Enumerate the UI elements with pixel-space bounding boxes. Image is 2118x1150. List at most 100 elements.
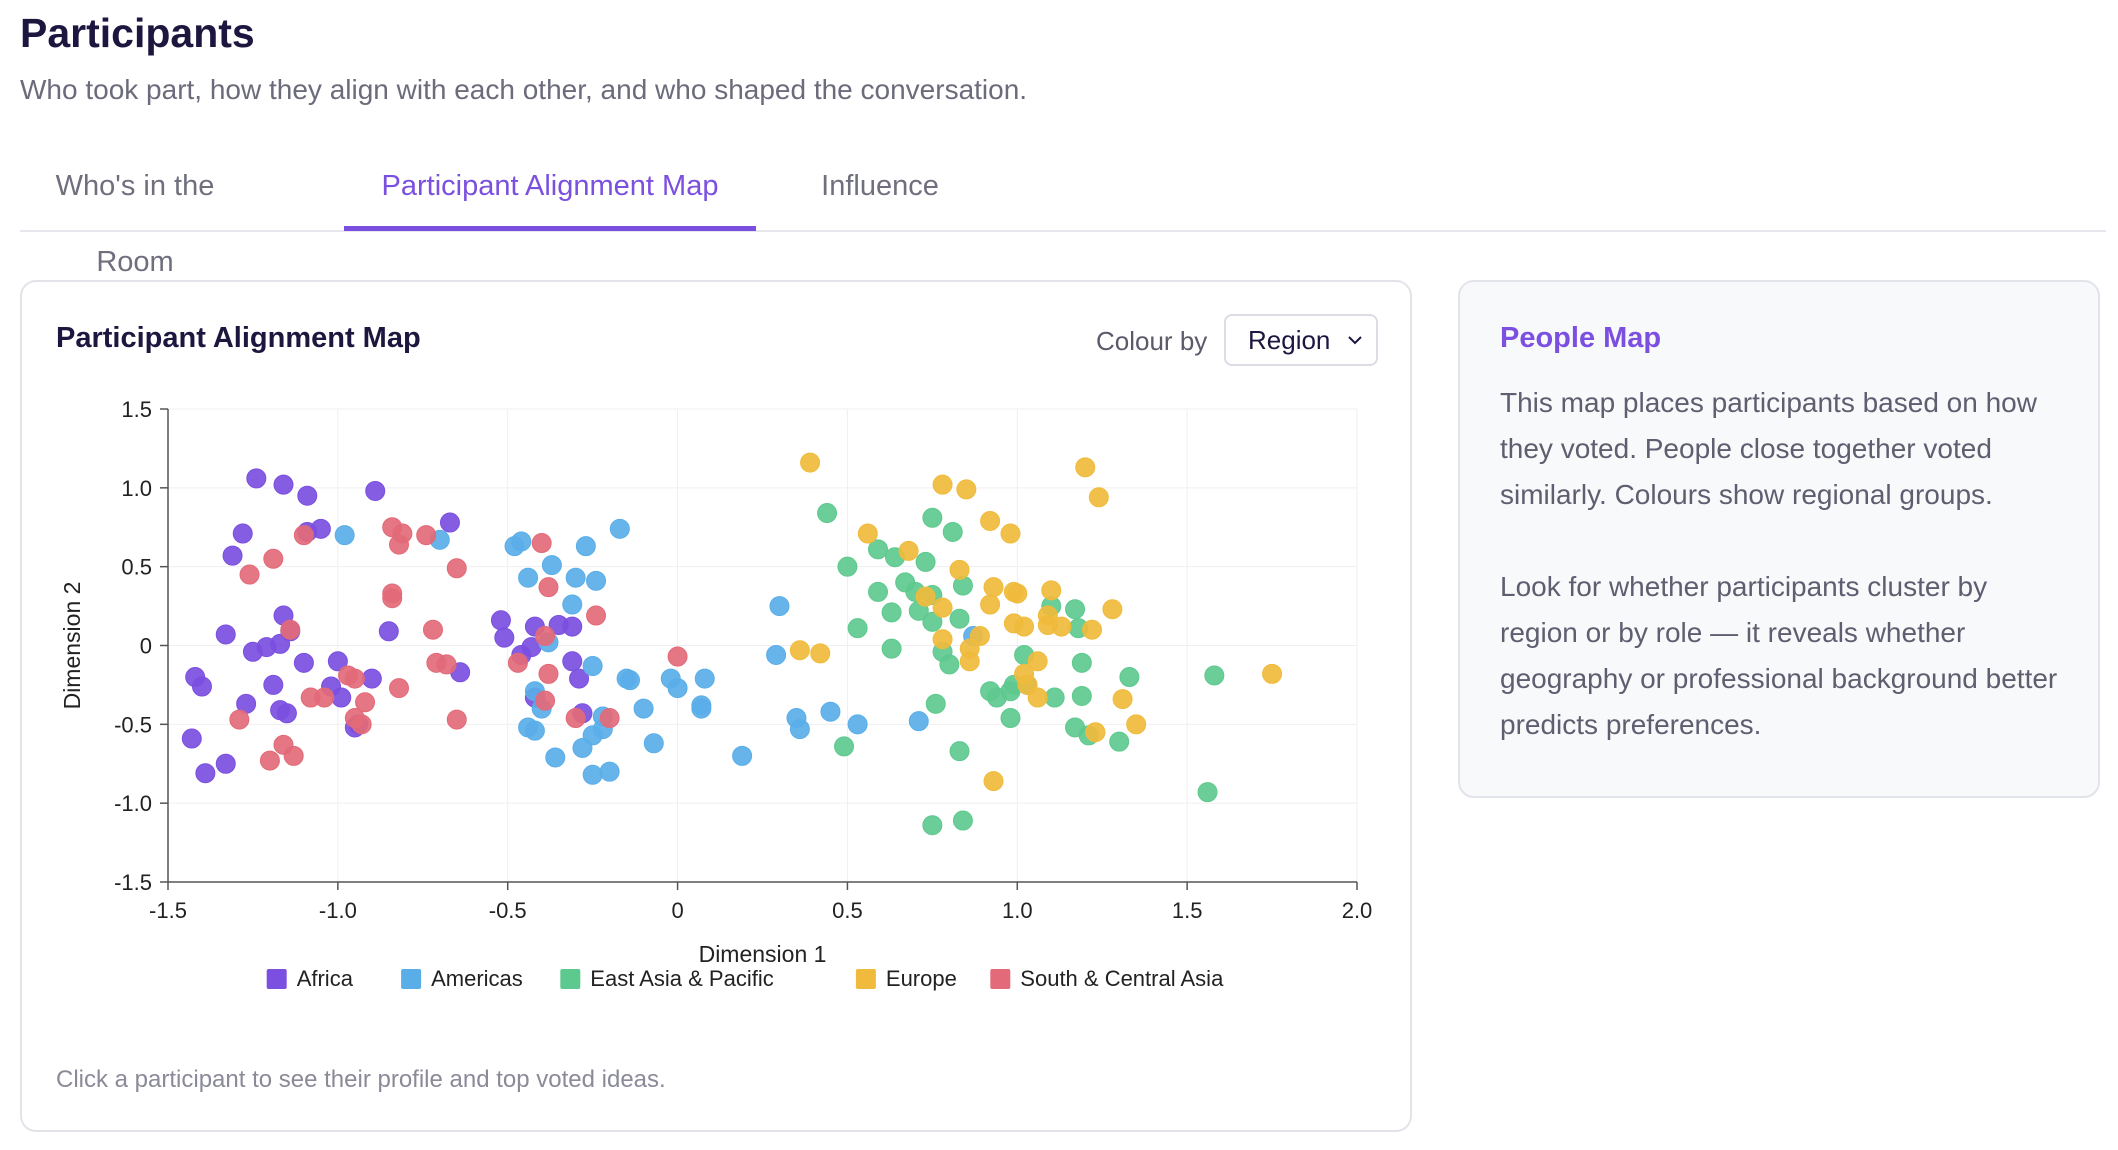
participant-point[interactable]: [582, 655, 603, 676]
participant-point[interactable]: [490, 610, 511, 631]
participant-point[interactable]: [932, 597, 953, 618]
participant-point[interactable]: [545, 747, 566, 768]
participant-point[interactable]: [834, 736, 855, 757]
participant-point[interactable]: [609, 518, 630, 539]
participant-point[interactable]: [847, 618, 868, 639]
participant-point[interactable]: [232, 523, 253, 544]
tab-influence[interactable]: Influence: [821, 170, 939, 202]
participant-point[interactable]: [1000, 523, 1021, 544]
participant-point[interactable]: [1262, 663, 1283, 684]
participant-point[interactable]: [868, 539, 889, 560]
participant-point[interactable]: [439, 512, 460, 533]
participant-point[interactable]: [1075, 457, 1096, 478]
participant-point[interactable]: [565, 708, 586, 729]
participant-point[interactable]: [1082, 619, 1103, 640]
participant-point[interactable]: [599, 708, 620, 729]
participant-point[interactable]: [270, 633, 291, 654]
participant-point[interactable]: [817, 503, 838, 524]
participant-point[interactable]: [789, 719, 810, 740]
participant-point[interactable]: [932, 474, 953, 495]
participant-point[interactable]: [535, 626, 556, 647]
participant-point[interactable]: [222, 545, 243, 566]
participant-point[interactable]: [949, 741, 970, 762]
colour-by-select[interactable]: Region: [1224, 314, 1378, 366]
participant-point[interactable]: [732, 745, 753, 766]
participant-point[interactable]: [422, 619, 443, 640]
participant-point[interactable]: [820, 701, 841, 722]
participant-point[interactable]: [922, 507, 943, 528]
participant-point[interactable]: [939, 654, 960, 675]
participant-point[interactable]: [915, 586, 936, 607]
participant-point[interactable]: [908, 711, 929, 732]
participant-point[interactable]: [769, 596, 790, 617]
participant-point[interactable]: [229, 709, 250, 730]
participant-point[interactable]: [1112, 689, 1133, 710]
participant-point[interactable]: [1085, 722, 1106, 743]
participant-point[interactable]: [535, 690, 556, 711]
participant-point[interactable]: [361, 668, 382, 689]
participant-point[interactable]: [599, 761, 620, 782]
participant-point[interactable]: [949, 608, 970, 629]
participant-point[interactable]: [446, 709, 467, 730]
participant-point[interactable]: [436, 654, 457, 675]
participant-point[interactable]: [1071, 685, 1092, 706]
participant-point[interactable]: [524, 720, 545, 741]
participant-point[interactable]: [857, 523, 878, 544]
participant-point[interactable]: [344, 668, 365, 689]
participant-point[interactable]: [620, 670, 641, 691]
participant-point[interactable]: [922, 815, 943, 836]
participant-point[interactable]: [1065, 599, 1086, 620]
participant-point[interactable]: [1014, 616, 1035, 637]
participant-point[interactable]: [259, 750, 280, 771]
participant-point[interactable]: [283, 745, 304, 766]
participant-point[interactable]: [494, 627, 515, 648]
participant-point[interactable]: [949, 559, 970, 580]
participant-point[interactable]: [1041, 580, 1062, 601]
tab-participant-alignment-map[interactable]: Participant Alignment Map: [344, 148, 756, 231]
tab-whos-in-the-room[interactable]: Who's in the Room: [55, 170, 215, 278]
participant-point[interactable]: [511, 531, 532, 552]
participant-point[interactable]: [983, 771, 1004, 792]
participant-point[interactable]: [1000, 681, 1021, 702]
participant-point[interactable]: [1197, 782, 1218, 803]
participant-point[interactable]: [507, 652, 528, 673]
participant-point[interactable]: [310, 518, 331, 539]
participant-point[interactable]: [215, 753, 236, 774]
participant-point[interactable]: [1051, 616, 1072, 637]
participant-point[interactable]: [331, 687, 352, 708]
participant-point[interactable]: [541, 555, 562, 576]
participant-point[interactable]: [868, 581, 889, 602]
participant-point[interactable]: [215, 624, 236, 645]
participant-point[interactable]: [562, 616, 583, 637]
participant-point[interactable]: [586, 605, 607, 626]
participant-point[interactable]: [789, 640, 810, 661]
participant-point[interactable]: [378, 621, 399, 642]
participant-point[interactable]: [667, 678, 688, 699]
participant-point[interactable]: [643, 733, 664, 754]
participant-point[interactable]: [983, 577, 1004, 598]
participant-point[interactable]: [1088, 487, 1109, 508]
participant-point[interactable]: [881, 638, 902, 659]
participant-point[interactable]: [922, 611, 943, 632]
participant-point[interactable]: [980, 594, 1001, 615]
participant-point[interactable]: [694, 668, 715, 689]
participant-point[interactable]: [355, 692, 376, 713]
participant-point[interactable]: [334, 525, 355, 546]
participant-point[interactable]: [1037, 605, 1058, 626]
participant-point[interactable]: [195, 763, 216, 784]
participant-point[interactable]: [1126, 714, 1147, 735]
participant-point[interactable]: [569, 668, 590, 689]
participant-point[interactable]: [273, 474, 294, 495]
participant-point[interactable]: [1109, 731, 1130, 752]
participant-point[interactable]: [389, 534, 410, 555]
participant-point[interactable]: [898, 540, 919, 561]
participant-point[interactable]: [327, 651, 348, 672]
participant-point[interactable]: [351, 714, 372, 735]
participant-point[interactable]: [1027, 687, 1048, 708]
participant-point[interactable]: [389, 678, 410, 699]
participant-point[interactable]: [881, 602, 902, 623]
participant-point[interactable]: [572, 737, 593, 758]
participant-point[interactable]: [582, 764, 603, 785]
participant-point[interactable]: [1071, 652, 1092, 673]
participant-point[interactable]: [952, 810, 973, 831]
